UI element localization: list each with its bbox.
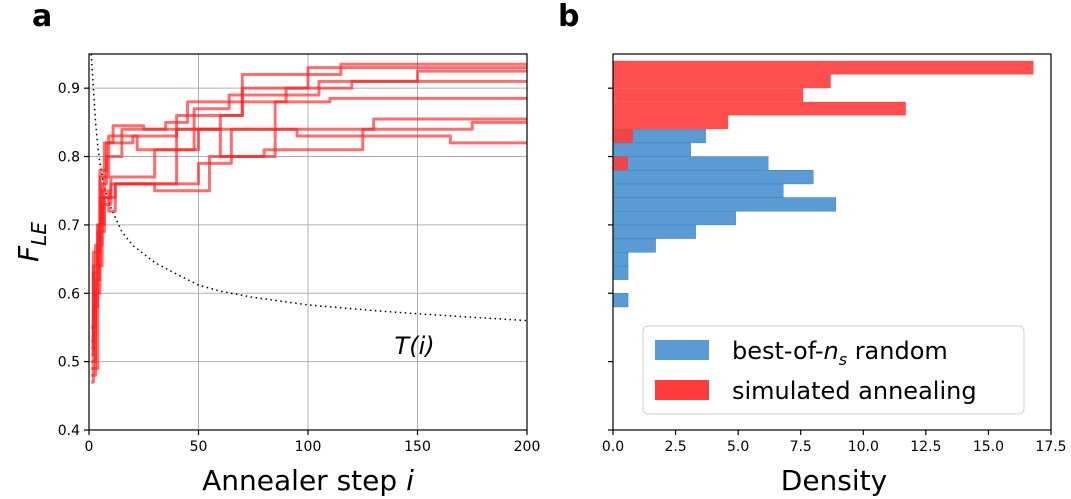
annealing-run-1 xyxy=(91,79,527,384)
panel-b: 0.0 2.5 5.0 7.5 10.0 12.5 15.0 17.5 Density bes… xyxy=(602,53,1067,497)
panel-b-label: b xyxy=(558,0,579,34)
histogram-bar-random xyxy=(612,252,629,267)
panel-b-ticks: 0.0 2.5 5.0 7.5 10.0 12.5 15.0 17.5 xyxy=(602,87,1067,455)
legend-swatch-random xyxy=(655,340,709,360)
histogram-bar-annealing xyxy=(613,115,729,130)
histogram-bar-random xyxy=(612,156,769,171)
panel-a: 0 50 100 150 200 0.4 0.5 0.6 0.7 0.8 0.9 T(i) Anne… xyxy=(12,53,541,497)
annealing-run-3 xyxy=(91,66,527,343)
x-tick-label: 7.5 xyxy=(790,439,812,455)
panel-a-label: a xyxy=(32,0,52,34)
panel-b-frame xyxy=(612,53,1052,431)
annealing-trajectories xyxy=(91,62,527,384)
legend-label-random: best-of-ns random xyxy=(732,337,948,369)
x-tick-label: 10.0 xyxy=(848,439,879,455)
legend-swatch-annealing xyxy=(655,380,709,400)
annealing-run-5 xyxy=(91,127,527,357)
panel-b-xlabel: Density xyxy=(781,464,887,497)
x-tick-label: 0 xyxy=(85,439,94,455)
x-tick-label: 200 xyxy=(514,439,541,455)
panel-a-xlabel: Annealer step i xyxy=(202,464,414,497)
annealing-run-2 xyxy=(91,96,527,364)
legend-box xyxy=(642,325,1025,415)
x-tick-label: 17.5 xyxy=(1035,439,1066,455)
x-tick-label: 0.0 xyxy=(602,439,624,455)
x-tick-label: 15.0 xyxy=(973,439,1004,455)
panel-a-ylabel: FLE xyxy=(12,222,51,262)
histogram-bar-random xyxy=(612,224,696,239)
histogram-bar-random xyxy=(612,183,784,198)
x-tick-label: 12.5 xyxy=(910,439,941,455)
x-tick-label: 5.0 xyxy=(727,439,749,455)
annealing-run-6 xyxy=(91,69,527,377)
y-tick-label: 0.7 xyxy=(58,218,80,234)
y-tick-label: 0.9 xyxy=(58,81,80,97)
x-tick-label: 150 xyxy=(404,439,431,455)
y-tick-label: 0.4 xyxy=(58,423,80,439)
histogram-bar-annealing xyxy=(613,74,831,89)
panel-a-ticks: 0 50 100 150 200 0.4 0.5 0.6 0.7 0.8 0.9 xyxy=(58,81,541,455)
histogram-bar-random xyxy=(612,197,837,212)
histogram-bar-annealing xyxy=(613,60,1034,75)
y-tick-label: 0.5 xyxy=(58,355,80,371)
annealing-run-8 xyxy=(91,62,527,370)
histogram-bar-random xyxy=(612,210,736,226)
histogram-bar-annealing xyxy=(613,101,906,116)
histogram-bars xyxy=(612,60,1034,308)
histogram-bar-annealing xyxy=(613,156,629,171)
x-tick-label: 100 xyxy=(295,439,322,455)
histogram-bar-random xyxy=(612,265,629,280)
histogram-bar-random xyxy=(612,293,629,308)
x-tick-label: 2.5 xyxy=(664,439,686,455)
histogram-bar-annealing xyxy=(613,88,804,102)
histogram-bar-annealing xyxy=(613,129,634,143)
y-tick-label: 0.6 xyxy=(58,286,80,302)
annealing-run-7 xyxy=(91,120,527,350)
panel-a-grid xyxy=(88,54,528,431)
histogram-bar-random xyxy=(612,169,814,185)
x-tick-label: 50 xyxy=(190,439,208,455)
y-tick-label: 0.8 xyxy=(58,150,80,166)
legend-label-annealing: simulated annealing xyxy=(732,377,977,405)
legend: best-of-ns random simulated annealing xyxy=(642,325,1025,415)
histogram-bar-random xyxy=(612,142,691,157)
temperature-annotation: T(i) xyxy=(395,332,435,360)
histogram-bar-random xyxy=(612,238,656,253)
